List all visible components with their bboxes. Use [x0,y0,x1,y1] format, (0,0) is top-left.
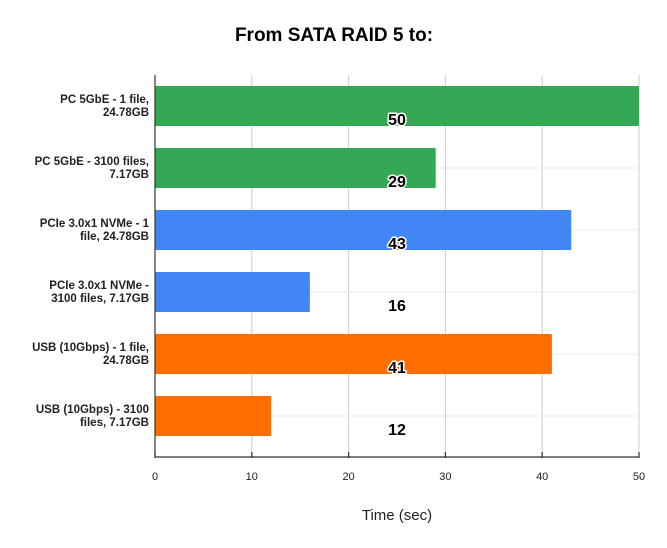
category-label-line: PC 5GbE - 3100 files, [35,156,149,168]
x-tick-label: 40 [536,471,548,483]
category-label: PC 5GbE - 1 file, 24.78GB [60,94,149,119]
category-label-line: files, 7.17GB [80,417,149,429]
x-tick-label: 10 [246,471,258,483]
x-axis-title: Time (sec) [362,507,432,524]
category-label-line: 24.78GB [103,107,149,119]
category-label: USB (10Gbps) - 1 file, 24.78GB [32,342,149,367]
category-label-line: 24.78GB [103,355,149,367]
x-tick-labels: 0 10 20 30 40 50 [152,471,645,483]
bar [155,148,436,188]
category-label: PC 5GbE - 3100 files, 7.17GB [35,156,149,181]
data-label: 16 [388,298,406,315]
category-label-line: file, 24.78GB [80,231,149,243]
category-label-line: 3100 files, 7.17GB [51,293,149,305]
category-label-line: 7.17GB [109,169,149,181]
x-tick-label: 20 [342,471,354,483]
category-label: PCIe 3.0x1 NVMe - 1 file, 24.78GB [40,218,150,243]
x-tick-label: 0 [152,471,158,483]
category-label-line: PCIe 3.0x1 NVMe - 1 [40,218,150,230]
data-label: 41 [388,360,406,377]
data-label: 12 [388,422,406,439]
chart-title: From SATA RAID 5 to: [235,25,433,46]
bar [155,396,272,436]
data-label: 50 [388,112,406,129]
bars [155,86,639,436]
category-label-line: USB (10Gbps) - 3100 [36,404,149,416]
bar [155,334,552,374]
data-label: 43 [388,236,406,253]
x-tick-label: 50 [633,471,645,483]
category-label: PCIe 3.0x1 NVMe -3100 files, 7.17GB [49,280,149,305]
category-label: USB (10Gbps) - 3100 files, 7.17GB [36,404,149,429]
category-label-line: PC 5GbE - 1 file, [60,94,149,106]
data-labels: 50 29 43 16 41 12 [387,111,408,441]
x-tick-label: 30 [439,471,451,483]
axes [154,75,640,458]
category-label-line: PCIe 3.0x1 NVMe - [49,280,149,292]
data-label: 29 [388,174,406,191]
bar [155,86,639,126]
category-label-line: USB (10Gbps) - 1 file, [32,342,149,354]
bar [155,272,310,312]
bar [155,210,572,250]
